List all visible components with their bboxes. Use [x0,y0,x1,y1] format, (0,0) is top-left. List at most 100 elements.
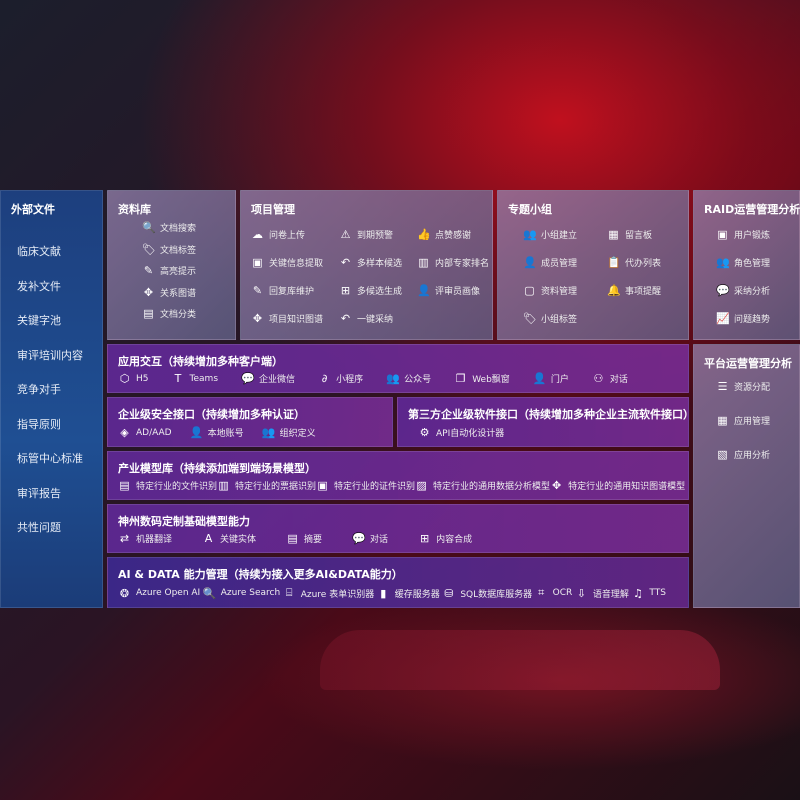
sidebar-item[interactable]: 共性问题 [17,521,61,534]
panel-title: AI & DATA 能力管理（持续为接入更多AI&DATA能力） [118,568,403,581]
item-ranking[interactable]: ▥ 内部专家排名 [417,256,497,269]
item-server[interactable]: ▮ 缓存服务器 [377,587,440,600]
item-apps[interactable]: ▦ 应用管理 [716,414,770,427]
item-portal[interactable]: 👤 门户 [533,372,569,385]
user-add-icon: 👤 [523,256,537,269]
item-miniprogram[interactable]: ∂ 小程序 [318,372,363,385]
item-bell[interactable]: 🔔 事项提醒 [607,284,687,297]
item-receipt[interactable]: ▥ 特定行业的票据识别 [217,479,316,492]
item-openai[interactable]: ❂ Azure Open AI [118,587,200,600]
item-reply[interactable]: ↶ 多样本候选 [339,256,417,269]
item-translate[interactable]: ⇄ 机器翻译 [118,532,172,545]
item-analysis[interactable]: ▧ 应用分析 [716,448,770,461]
item-tts[interactable]: ♫ TTS [631,587,666,600]
item-form[interactable]: ⌸ Azure 表单识别器 [283,586,374,600]
item-user-lock[interactable]: 👤 本地账号 [190,426,244,439]
item-window[interactable]: ▣ 关键信息提取 [251,256,339,269]
ai-data-panel: AI & DATA 能力管理（持续为接入更多AI&DATA能力） ❂ Azure … [107,557,689,608]
item-org[interactable]: 👥 组织定义 [262,426,316,439]
item-users[interactable]: 👥 小组建立 [523,228,607,241]
item-ocr[interactable]: ⌗ OCR [535,586,572,600]
item-document-stack[interactable]: ▤ 文档分类 [142,307,196,320]
item-label: Azure Open AI [136,588,201,598]
item-official-account[interactable]: 👥 公众号 [386,372,431,385]
sidebar-item[interactable]: 关键字池 [17,314,61,327]
wecom-icon: 💬 [241,372,255,385]
item-wecom[interactable]: 💬 企业微信 [241,372,295,385]
item-label: 企业微信 [259,375,296,385]
chat-users-icon: ⚇ [593,372,604,385]
item-network[interactable]: ✥ 项目知识图谱 [251,312,339,325]
item-tag[interactable]: 🏷 小组标签 [523,312,607,325]
item-pen[interactable]: ✎ 高亮提示 [142,264,196,277]
item-puzzle[interactable]: ⊞ 内容合成 [418,532,472,545]
person-icon: 👤 [417,284,431,297]
item-qa[interactable]: 💬 采纳分析 [716,284,770,297]
sidebar-item[interactable]: 标管中心标准 [17,452,83,465]
item-person[interactable]: 👤 评审员画像 [417,284,497,297]
item-file[interactable]: ▤ 特定行业的文件识别 [118,479,217,492]
sidebar-item[interactable]: 审评培训内容 [17,348,83,362]
item-entity[interactable]: A 关键实体 [202,532,256,545]
item-graph[interactable]: ✥ 关系图谱 [142,286,196,299]
item-search-doc[interactable]: 🔍 Azure Search [203,587,280,600]
item-label: Azure Search [220,588,281,598]
document-stack-icon: ▤ [143,307,154,320]
file-icon: ▤ [119,479,130,492]
item-id-card[interactable]: ▣ 特定行业的证件识别 [316,479,415,492]
item-label: 资料管理 [541,287,578,297]
item-database[interactable]: ⛁ SQL数据库服务器 [442,587,532,600]
sidebar-item[interactable]: 临床文献 [17,245,61,258]
item-edit[interactable]: ✎ 回复库维护 [251,284,339,297]
item-html5[interactable]: ⬡ H5 [118,372,149,385]
item-users[interactable]: 👥 角色管理 [716,256,770,269]
sidebar-item[interactable]: 竞争对手 [17,383,61,396]
item-network[interactable]: ✥ 特定行业的通用知识图谱模型 [550,479,685,492]
item-clipboard[interactable]: 📋 代办列表 [607,256,687,269]
item-user-add[interactable]: 👤 成员管理 [523,256,607,269]
id-card-icon: ▣ [317,479,328,492]
sidebar-item[interactable]: 审评报告 [17,486,61,500]
item-teams[interactable]: T Teams [172,372,218,385]
document-search-icon: 🔍 [142,221,156,234]
item-label: 文档搜索 [160,224,197,234]
item-label: AD/AAD [136,427,172,438]
item-document-search[interactable]: 🔍 文档搜索 [142,221,196,234]
item-chat[interactable]: 💬 对话 [352,532,388,545]
item-diamond[interactable]: ◈ AD/AAD [118,426,172,439]
pen-icon: ✎ [143,264,154,277]
item-summary[interactable]: ▤ 摘要 [286,532,322,545]
puzzle-icon: ⊞ [419,532,430,545]
panel-title: 外部文件 [11,203,55,216]
item-alarm[interactable]: ⚠ 到期预警 [339,228,417,241]
item-voice[interactable]: ⇩ 语音理解 [575,587,629,600]
item-checklist[interactable]: ☰ 资源分配 [716,380,770,393]
entity-icon: A [204,532,213,545]
item-undo[interactable]: ↶ 一键采纳 [339,312,417,325]
item-chat-users[interactable]: ⚇ 对话 [592,372,627,385]
item-label: 特定行业的通用知识图谱模型 [568,482,686,492]
window-icon: ▣ [252,256,263,269]
item-label: 事项提醒 [625,287,662,297]
item-folder[interactable]: ▢ 资料管理 [523,284,607,297]
users-icon: 👥 [716,256,730,269]
voice-icon: ⇩ [576,586,586,600]
item-cloud-upload[interactable]: ☁ 问卷上传 [251,228,339,241]
sidebar-item[interactable]: 指导原则 [17,417,61,431]
item-tag[interactable]: 🏷 文档标签 [142,243,196,256]
item-gear[interactable]: ⚙ API自动化设计器 [418,426,505,439]
item-id-card[interactable]: ▣ 用户锻炼 [716,228,770,241]
item-window[interactable]: ❐ Web飘窗 [454,372,510,385]
sidebar-item[interactable]: 发补文件 [17,279,61,293]
item-thumbs-up[interactable]: 👍 点赞感谢 [417,228,497,241]
item-trend[interactable]: 📈 问题趋势 [716,312,770,325]
library-panel: 资料库 🔍 文档搜索 🏷 文档标签 ✎ 高亮提示 ✥ 关系图谱 ▤ 文档分类 [107,190,236,340]
item-label: 留言板 [625,231,653,241]
folder-icon: ▢ [524,284,535,297]
id-card-icon: ▣ [717,228,728,241]
item-puzzle[interactable]: ⊞ 多候选生成 [339,284,417,297]
item-chart[interactable]: ▨ 特定行业的通用数据分析模型 [415,479,550,492]
item-label: 对话 [370,535,389,545]
item-bbs[interactable]: ▦ 留言板 [607,228,687,241]
trend-icon: 📈 [716,312,730,325]
